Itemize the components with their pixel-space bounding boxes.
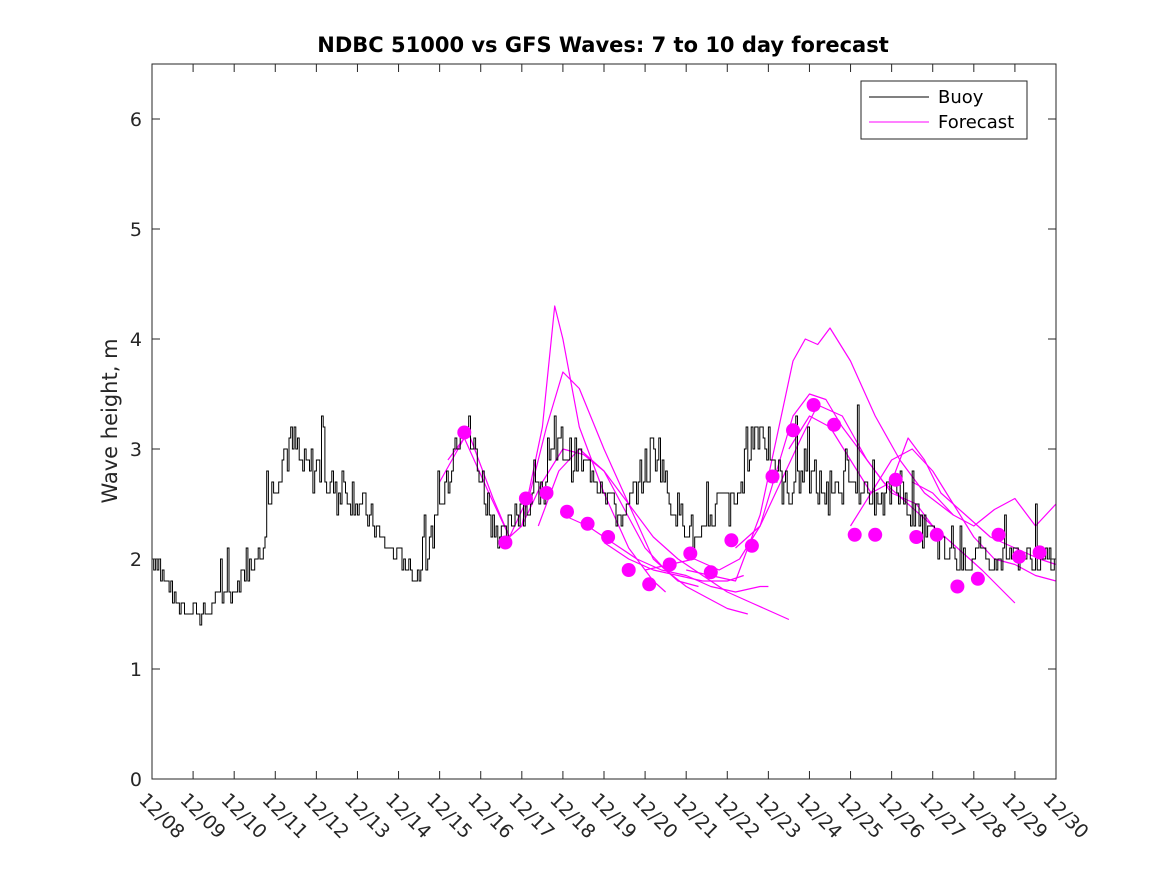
forecast-point <box>703 565 718 580</box>
y-tick-label: 1 <box>130 659 142 681</box>
forecast-point <box>1012 549 1026 564</box>
forecast-point <box>683 546 698 561</box>
plot-area <box>151 63 1057 780</box>
forecast-run-line-5 <box>562 514 769 593</box>
forecast-point <box>580 516 595 531</box>
forecast-point <box>1032 545 1047 560</box>
forecast-point <box>724 533 739 548</box>
y-tick-label: 3 <box>130 439 142 461</box>
forecast-run-line-7 <box>644 404 934 571</box>
forecast-run-line-3 <box>521 448 748 615</box>
forecast-point <box>601 530 616 544</box>
forecast-point <box>847 527 862 542</box>
legend-label-forecast: Forecast <box>938 112 1014 133</box>
forecast-series-group <box>439 305 1057 621</box>
buoy-series-group <box>152 404 1057 626</box>
y-tick-label: 2 <box>130 549 142 571</box>
forecast-point <box>765 469 780 484</box>
y-axis-label: Wave height, m <box>98 338 122 503</box>
forecast-point <box>991 527 1006 542</box>
forecast-point <box>560 504 574 519</box>
forecast-point <box>786 423 800 438</box>
axes-background <box>152 64 1056 779</box>
buoy-line <box>152 404 1057 626</box>
forecast-point <box>827 417 842 432</box>
forecast-point <box>662 557 677 572</box>
y-tick-label: 0 <box>130 769 142 791</box>
forecast-point <box>621 563 636 577</box>
forecast-point <box>888 472 903 487</box>
y-tick-label: 5 <box>130 219 142 241</box>
forecast-point <box>518 491 533 506</box>
legend-label-buoy: Buoy <box>938 87 984 108</box>
forecast-point <box>868 527 883 542</box>
forecast-run-line-8 <box>686 327 954 582</box>
forecast-point <box>806 398 821 412</box>
forecast-points-group <box>457 398 1047 594</box>
forecast-run-line-11 <box>849 448 1057 582</box>
y-axis: 0 1 2 3 4 5 6 <box>130 109 1056 791</box>
forecast-point <box>970 571 985 586</box>
forecast-run-line-12 <box>911 481 1057 527</box>
forecast-run-line-4 <box>537 448 790 621</box>
forecast-point <box>909 530 924 544</box>
forecast-point <box>498 535 513 550</box>
forecast-point <box>744 538 759 553</box>
y-tick-label: 6 <box>130 109 142 131</box>
forecast-point <box>950 579 965 594</box>
forecast-run-line-10 <box>788 415 1057 566</box>
forecast-point <box>642 577 657 592</box>
forecast-run-line-2 <box>447 371 699 588</box>
forecast-run-line-6 <box>603 542 744 582</box>
forecast-point <box>539 486 554 500</box>
forecast-point <box>457 425 472 440</box>
legend-box <box>860 80 1028 140</box>
chart-title: NDBC 51000 vs GFS Waves: 7 to 10 day for… <box>317 33 888 57</box>
legend: Buoy Forecast <box>860 80 1028 140</box>
y-tick-label: 4 <box>130 329 142 351</box>
forecast-point <box>929 527 944 542</box>
